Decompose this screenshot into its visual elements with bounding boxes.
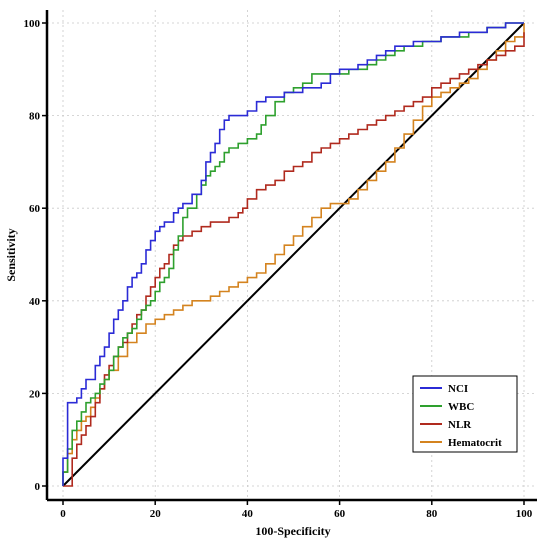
legend-label-wbc: WBC [448, 401, 474, 413]
axes [45, 10, 537, 502]
x-tick-label: 60 [334, 508, 346, 520]
x-axis-title: 100-Specificity [255, 524, 330, 538]
series [62, 22, 525, 487]
reference-line [62, 22, 525, 487]
series-line-nci [62, 22, 524, 486]
x-tick-label: 80 [426, 508, 438, 520]
series-line-wbc [62, 22, 524, 486]
y-tick-label: 60 [29, 203, 41, 215]
y-tick-label: 80 [29, 111, 41, 123]
x-tick-label: 0 [60, 508, 66, 520]
legend-label-nci: NCI [448, 383, 468, 395]
y-axis-title: Sensitivity [4, 228, 18, 281]
x-tick-label: 20 [150, 508, 162, 520]
legend-label-nlr: NLR [448, 419, 472, 431]
y-tick-label: 20 [29, 388, 41, 400]
grid [47, 10, 537, 500]
legend-label-hematocrit: Hematocrit [448, 437, 502, 449]
x-tick-label: 40 [242, 508, 254, 520]
legend: NCI WBC NLR Hematocrit [412, 375, 518, 453]
y-tick-label: 40 [29, 296, 41, 308]
y-tick-label: 0 [35, 481, 41, 493]
x-tick-label: 100 [516, 508, 533, 520]
reference-diagonal [62, 22, 525, 487]
y-tick-label: 100 [24, 18, 41, 30]
ticks: 0 20 40 60 80 100 0 20 40 60 80 100 [24, 18, 533, 520]
